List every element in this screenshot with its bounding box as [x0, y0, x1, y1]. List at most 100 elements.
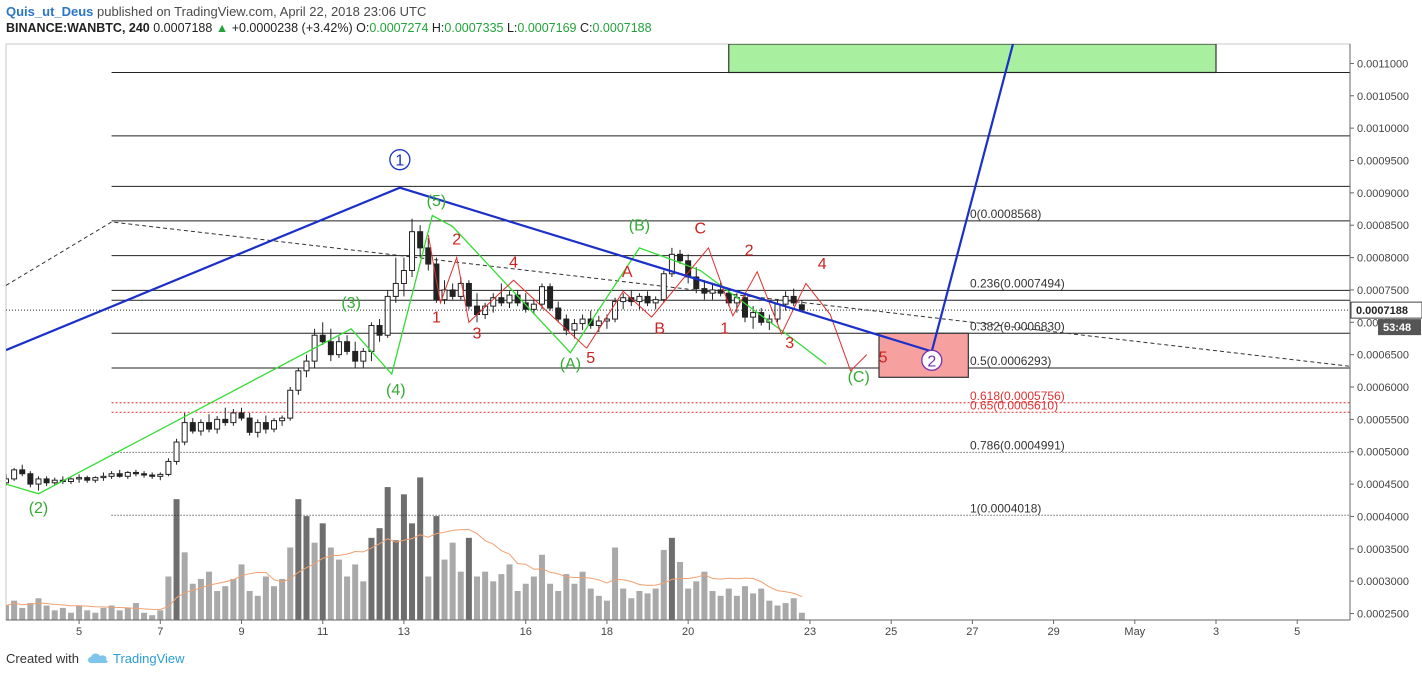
plot-area: [5, 43, 1351, 621]
tradingview-cloud-icon[interactable]: [87, 652, 109, 667]
volume-bar: [555, 591, 562, 620]
volume-bar: [514, 591, 521, 620]
candle-body: [620, 297, 627, 303]
volume-bar: [43, 605, 50, 620]
volume-bar: [59, 607, 66, 620]
candle-body: [725, 292, 732, 304]
wave-label: (B): [629, 217, 650, 234]
volume-bar: [35, 598, 42, 620]
volume-bar: [522, 583, 529, 620]
time-tick-label: 13: [398, 626, 410, 638]
wave-label: B: [654, 320, 665, 337]
wave-label: 5: [586, 350, 595, 367]
wave-blue-line: [6, 44, 1015, 353]
candle-body: [222, 418, 229, 424]
volume-bar: [67, 612, 74, 620]
price-tick-label: 0.0008500: [1357, 220, 1409, 232]
volume-bar: [400, 494, 407, 620]
time-tick-label: 3: [1213, 626, 1219, 638]
candle-body: [701, 288, 708, 294]
candle-body: [790, 295, 797, 304]
candle-body: [165, 460, 172, 475]
fib-level-label: 0.618(0.0005756): [970, 389, 1065, 403]
candle-body: [368, 325, 375, 352]
close-value: 0.0007188: [592, 21, 652, 35]
candle-body: [27, 473, 34, 485]
candle-body: [214, 418, 221, 430]
volume-bar: [279, 578, 286, 620]
candle-body: [197, 422, 204, 432]
candle-body: [677, 253, 684, 262]
candle-body: [636, 295, 643, 303]
candle-body: [417, 231, 424, 249]
last-price-tag-label: 0.0007188: [1356, 305, 1408, 317]
volume-bar: [750, 593, 757, 620]
candle-body: [11, 469, 18, 480]
last-price: 0.0007188: [153, 21, 213, 35]
wave-label: (A): [560, 356, 581, 373]
volume-bar: [441, 559, 448, 620]
volume-bar: [547, 583, 554, 620]
candle-body: [132, 471, 139, 475]
candle-body: [287, 389, 294, 419]
candle-body: [482, 305, 489, 316]
candle-body: [303, 360, 310, 372]
volume-bar: [295, 499, 302, 620]
volume-bar: [384, 487, 391, 620]
volume-bar: [782, 603, 789, 620]
volume-bar: [612, 547, 619, 620]
volume-bar: [579, 571, 586, 620]
volume-bar: [790, 598, 797, 620]
price-tick-label: 0.0004000: [1357, 511, 1409, 523]
candle-body: [67, 478, 74, 483]
target-zone: [728, 44, 1217, 74]
volume-ma-line: [6, 529, 803, 611]
volume-bar: [798, 612, 805, 620]
volume-bar: [238, 564, 245, 620]
price-tick-label: 0.0006000: [1357, 382, 1409, 394]
time-tick-label: 18: [601, 626, 613, 638]
candle-body: [344, 341, 351, 352]
volume-bar: [319, 523, 326, 620]
fib-level-label: 0.786(0.0004991): [970, 438, 1065, 452]
time-tick-label: 5: [1294, 626, 1300, 638]
fib-level-label: 0.5(0.0006293): [970, 354, 1051, 368]
volume-bar: [327, 547, 334, 620]
candle-body: [384, 295, 391, 336]
time-tick-label: 5: [76, 626, 82, 638]
volume-bar: [538, 554, 545, 620]
volume-bar: [230, 578, 237, 620]
price-tick-label: 0.0011000: [1357, 58, 1408, 70]
tradingview-link[interactable]: TradingView: [112, 651, 185, 666]
fib-level-label: 0.236(0.0007494): [970, 276, 1065, 290]
candle-body: [246, 417, 253, 433]
candle-body: [376, 325, 383, 336]
last-price-tag: [1350, 301, 1422, 319]
candle-body: [693, 276, 700, 290]
candle-body: [798, 304, 805, 311]
volume-bar: [254, 595, 261, 620]
candle-body: [173, 441, 180, 462]
wave-label: 1: [395, 153, 404, 170]
volume-bar: [181, 552, 188, 620]
volume-bar: [84, 610, 91, 620]
price-tick-label: 0.0003500: [1357, 544, 1409, 556]
volume-bar: [433, 516, 440, 620]
candle-body: [270, 420, 277, 430]
wave-label-circle: [921, 349, 943, 371]
volume-bar: [11, 600, 18, 620]
volume-bar: [165, 576, 172, 620]
volume-bar: [677, 562, 684, 620]
volume-bar: [636, 591, 643, 620]
candle-body: [116, 473, 123, 477]
volume-bar: [725, 588, 732, 620]
price-tick-label: 0.0007500: [1357, 285, 1409, 297]
candle-body: [547, 286, 554, 309]
wave-label: 4: [509, 254, 518, 271]
author-name[interactable]: Quis_ut_Deus: [6, 4, 94, 19]
volume-bar: [270, 586, 277, 620]
fib-level-label: 1(0.0004018): [970, 501, 1041, 515]
volume-bar: [141, 612, 148, 620]
open-value: 0.0007274: [369, 21, 429, 35]
